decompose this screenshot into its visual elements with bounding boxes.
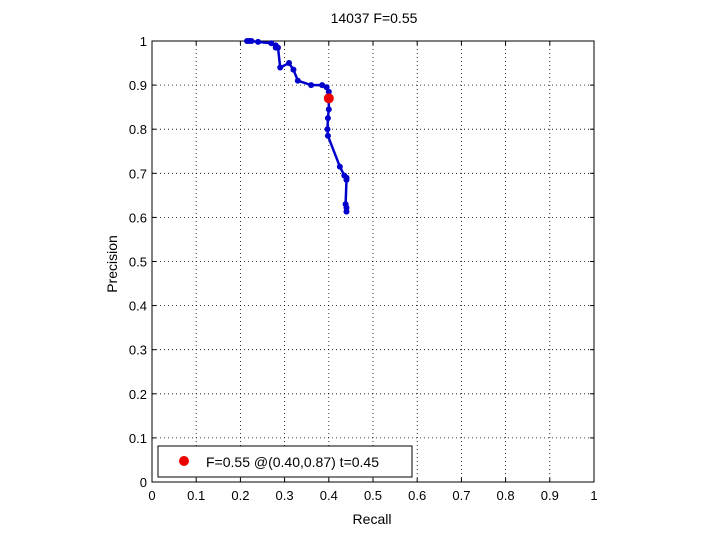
y-tick-label: 0.8 xyxy=(129,122,147,137)
y-tick-label: 0.2 xyxy=(129,387,147,402)
series-point xyxy=(268,40,275,47)
x-tick-label: 0.7 xyxy=(452,488,470,503)
series-point xyxy=(324,126,331,133)
legend-box xyxy=(157,445,413,478)
series-point xyxy=(325,88,332,95)
y-tick-label: 1 xyxy=(140,34,147,49)
axis-ticks: 0 0.1 0.2 0.3 0.4 0.5 0.6 0.7 0.8 0.9 1 0 0.1 0.2 0.3 0… xyxy=(129,34,598,503)
series-point xyxy=(343,208,350,215)
series-point xyxy=(336,163,343,170)
series-point xyxy=(290,66,297,73)
legend-marker xyxy=(179,456,189,466)
series-point xyxy=(286,60,293,67)
series-point xyxy=(324,115,331,122)
x-tick-label: 0.4 xyxy=(320,488,338,503)
legend: F=0.55 @(0.40,0.87) t=0.45 xyxy=(157,445,413,478)
x-tick-label: 0.6 xyxy=(408,488,426,503)
pr-series xyxy=(244,38,350,215)
series-line xyxy=(247,39,348,212)
x-tick-label: 0.9 xyxy=(541,488,559,503)
x-axis-title: Recall xyxy=(353,511,392,527)
series-point xyxy=(255,38,262,45)
series-point xyxy=(248,38,255,44)
series-point xyxy=(294,77,301,84)
series-point xyxy=(343,176,350,183)
y-tick-label: 0.5 xyxy=(129,255,147,270)
x-tick-label: 0.1 xyxy=(187,488,205,503)
series-point xyxy=(325,106,332,113)
y-tick-label: 0.9 xyxy=(129,78,147,93)
x-tick-label: 0.5 xyxy=(364,488,382,503)
y-tick-label: 0.3 xyxy=(129,343,147,358)
series-point xyxy=(324,132,331,139)
series-point xyxy=(274,44,281,51)
x-tick-label: 0.2 xyxy=(231,488,249,503)
y-tick-label: 0.4 xyxy=(129,299,147,314)
best-f-point xyxy=(323,93,334,104)
y-axis-title: Precision xyxy=(104,235,120,293)
chart-title: 14037 F=0.55 xyxy=(331,10,418,26)
x-tick-label: 0.3 xyxy=(276,488,294,503)
legend-label: F=0.55 @(0.40,0.87) t=0.45 xyxy=(206,454,379,470)
x-tick-label: 0 xyxy=(148,488,155,503)
series-point xyxy=(319,82,326,89)
x-tick-label: 1 xyxy=(590,488,597,503)
grid xyxy=(152,41,594,482)
y-tick-label: 0.1 xyxy=(129,431,147,446)
y-tick-label: 0 xyxy=(140,475,147,490)
x-tick-label: 0.8 xyxy=(497,488,515,503)
series-point xyxy=(277,64,284,71)
series-point xyxy=(308,82,315,89)
y-tick-label: 0.7 xyxy=(129,166,147,181)
y-tick-label: 0.6 xyxy=(129,210,147,225)
